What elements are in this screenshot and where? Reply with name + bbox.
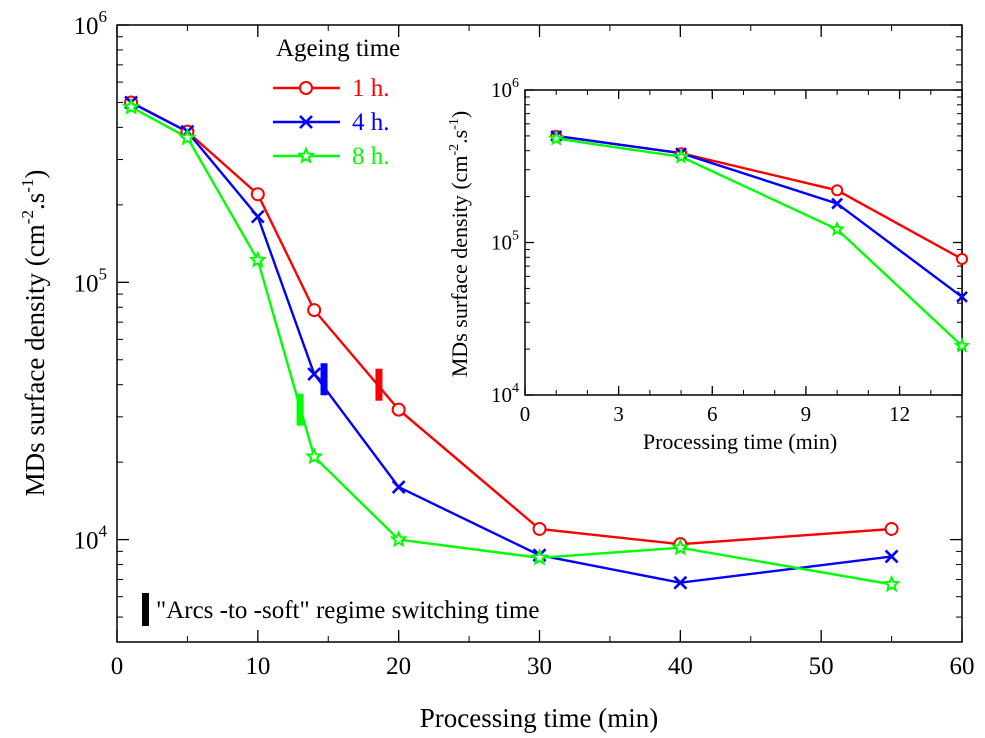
main-x-tick-label: 30 [527, 653, 552, 680]
legend-marker [299, 115, 313, 129]
inset-data-point [828, 220, 846, 237]
main-data-point [884, 549, 899, 564]
legend-entries: 1 h. 4 h. 8 h. [273, 75, 390, 170]
inset-series-line-2 [556, 134, 963, 298]
main-data-point [121, 97, 141, 115]
main-data-point [391, 480, 406, 495]
main-data-point [671, 538, 690, 556]
inset-data-point [831, 184, 844, 197]
main-y-axis-label: MDs surface density (cm-2.s-1) [18, 170, 50, 497]
main-y-tick-label: 104 [74, 522, 108, 555]
main-data-point [178, 127, 197, 146]
legend-marker [296, 146, 316, 164]
main-data-point [250, 209, 265, 224]
switch-marker [375, 368, 383, 401]
inset-plot-frame [524, 89, 963, 396]
main-x-tick-label: 60 [950, 653, 975, 680]
inset-y-axis-label: MDs surface density (cm-2.s-1) [447, 111, 472, 378]
main-data-point [391, 402, 406, 417]
switch-marker [296, 393, 304, 426]
main-x-tick-label: 10 [245, 653, 270, 680]
main-data-point [307, 303, 322, 318]
inset-y-tick-label: 105 [491, 229, 519, 255]
inset-axes: 0 3 6 9 12 104 105 106 [491, 76, 963, 426]
main-series-line-1 [130, 101, 892, 546]
inset-data-point [956, 290, 968, 303]
main-x-axis-label: Processing time (min) [420, 703, 658, 733]
inset-y-tick-label: 104 [491, 381, 519, 407]
main-data-point [250, 187, 265, 202]
legend-marker [299, 81, 313, 95]
annotation: "Arcs -to -soft" regime switching time [142, 593, 540, 626]
main-y-tick-label: 105 [74, 264, 108, 297]
main-series [121, 95, 901, 593]
legend-title: Ageing time [276, 35, 400, 62]
inset-series-line-3 [556, 137, 963, 347]
legend: Ageing time 1 h. 4 h. 8 h. [273, 35, 400, 170]
main-x-tick-label: 40 [668, 653, 693, 680]
inset-x-tick-label: 0 [520, 402, 531, 426]
inset-x-tick-label: 3 [613, 402, 624, 426]
inset-data-point [672, 148, 690, 164]
inset-data-point [956, 252, 968, 265]
inset-x-tick-label: 12 [889, 402, 910, 426]
main-data-point [530, 548, 549, 566]
inset-x-tick-label: 9 [801, 402, 812, 426]
switch-marker [320, 363, 328, 396]
inset-data-point [548, 130, 565, 146]
inset-x-tick-label: 6 [707, 402, 718, 426]
inset-y-tick-label: 106 [491, 76, 519, 102]
switch-markers [296, 363, 383, 426]
main-x-tick-label: 50 [809, 653, 834, 680]
main-data-point [389, 529, 408, 548]
main-data-point [882, 574, 901, 593]
main-data-point [304, 447, 324, 465]
main-data-point [532, 521, 547, 536]
main-data-point [307, 367, 322, 381]
annotation-bar [142, 593, 149, 626]
inset-series [548, 129, 971, 353]
main-series-line-2 [130, 101, 892, 584]
annotation-text: "Arcs -to -soft" regime switching time [156, 597, 540, 624]
main-x-tick-label: 20 [386, 653, 411, 680]
main-data-point [248, 250, 267, 268]
main-data-point [673, 575, 688, 590]
main-data-point [884, 521, 899, 536]
main-y-tick-label: 106 [74, 7, 108, 40]
main-x-tick-label: 0 [111, 653, 124, 680]
legend-label: 4 h. [352, 109, 390, 136]
main-series-line-3 [130, 105, 892, 586]
inset-data-point [831, 197, 844, 210]
inset-x-axis-label: Processing time (min) [643, 429, 837, 454]
inset-data-point [953, 337, 971, 353]
legend-label: 1 h. [352, 75, 390, 102]
legend-label: 8 h. [352, 143, 390, 170]
